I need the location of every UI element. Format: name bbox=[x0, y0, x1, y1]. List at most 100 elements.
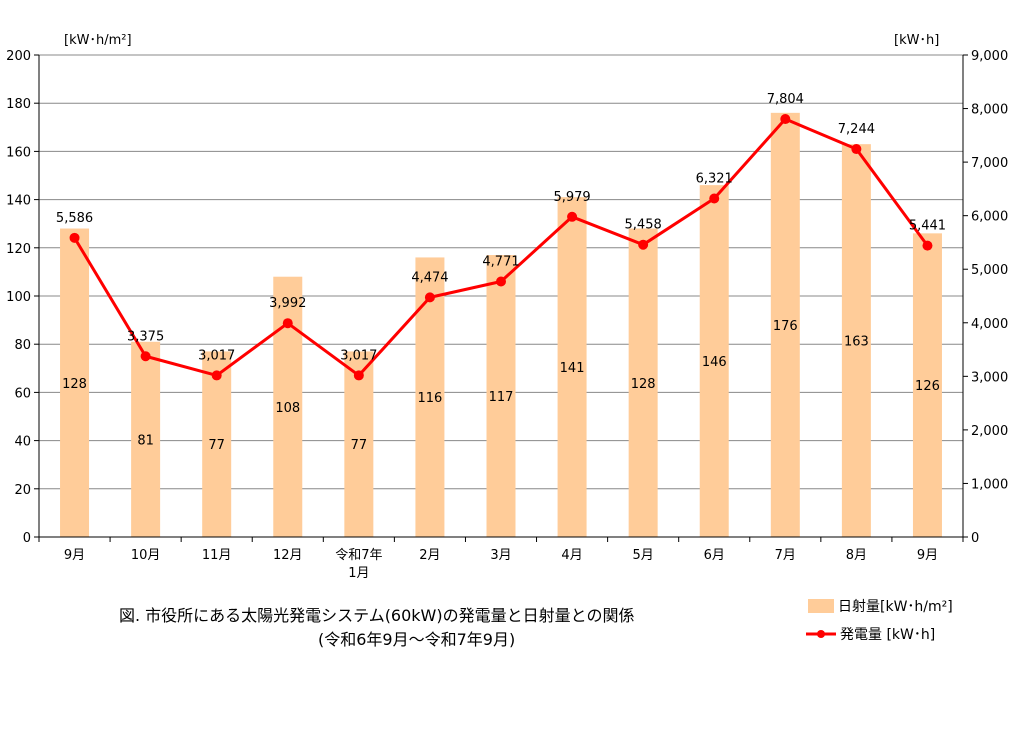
irradiance-bar-label: 117 bbox=[489, 390, 514, 405]
irradiance-bar bbox=[415, 257, 445, 537]
left-tick-label: 80 bbox=[14, 338, 31, 353]
legend-line-label: 発電量 [kW･h] bbox=[840, 627, 935, 643]
generation-point bbox=[353, 370, 364, 381]
generation-point-label: 7,244 bbox=[838, 122, 875, 137]
irradiance-bar bbox=[628, 228, 658, 537]
left-tick-label: 0 bbox=[23, 531, 31, 546]
irradiance-bar bbox=[841, 144, 871, 538]
irradiance-bar-label: 77 bbox=[208, 438, 225, 453]
left-axis-tick-labels: 0 20 40 60 80 100 120 140 160 180 200 bbox=[6, 49, 31, 546]
generation-point bbox=[282, 318, 293, 329]
irradiance-bar bbox=[557, 197, 587, 537]
right-tick-label: 0 bbox=[971, 531, 979, 546]
irradiance-bar-label: 77 bbox=[351, 438, 368, 453]
irradiance-bar bbox=[131, 341, 161, 537]
x-tick-label: 8月 bbox=[846, 548, 867, 563]
left-tick-label: 180 bbox=[6, 97, 31, 112]
generation-point-label: 4,474 bbox=[411, 270, 448, 285]
right-tick-label: 5,000 bbox=[971, 263, 1008, 278]
x-axis-tick-labels: 9月 10月 11月 12月 令和7年 1月 2月 3月 4月 5月 6月 7月 8月 9月 bbox=[64, 548, 938, 581]
left-tick-label: 120 bbox=[6, 242, 31, 257]
x-tick-label: 5月 bbox=[633, 548, 654, 563]
left-tick-label: 20 bbox=[14, 483, 31, 498]
x-tick-label: 2月 bbox=[419, 548, 440, 563]
left-tick-label: 40 bbox=[14, 435, 31, 450]
chart-caption-line2: (令和6年9月～令和7年9月) bbox=[318, 630, 515, 649]
left-tick-label: 100 bbox=[6, 290, 31, 305]
irradiance-bar-label: 128 bbox=[631, 377, 656, 392]
generation-point bbox=[780, 114, 791, 125]
generation-point bbox=[851, 144, 862, 155]
plot-axes bbox=[34, 54, 968, 542]
x-tick-label: 12月 bbox=[273, 548, 303, 563]
generation-point-label: 3,017 bbox=[340, 348, 377, 363]
generation-point bbox=[638, 239, 649, 250]
right-axis-tick-labels: 0 1,000 2,000 3,000 4,000 5,000 6,000 7,000 8,00… bbox=[971, 49, 1008, 546]
right-axis-label: [kW･h] bbox=[894, 33, 939, 48]
left-tick-label: 200 bbox=[6, 49, 31, 64]
x-tick-label: 4月 bbox=[561, 548, 582, 563]
irradiance-bar-label: 176 bbox=[773, 319, 798, 334]
left-tick-label: 160 bbox=[6, 145, 31, 160]
legend: 日射量[kW･h/m²] 発電量 [kW･h] bbox=[806, 599, 953, 643]
generation-point bbox=[140, 351, 151, 362]
chart-caption-line1: 図. 市役所にある太陽光発電システム(60kW)の発電量と日射量との関係 bbox=[119, 606, 634, 625]
irradiance-bar-label: 146 bbox=[702, 355, 727, 370]
irradiance-bar bbox=[486, 255, 516, 537]
right-tick-label: 6,000 bbox=[971, 210, 1008, 225]
right-tick-label: 7,000 bbox=[971, 156, 1008, 171]
generation-point-labels: 5,586 3,375 3,017 3,992 3,017 4,474 4,771 5,979… bbox=[56, 92, 946, 363]
generation-point bbox=[567, 211, 578, 222]
right-tick-label: 8,000 bbox=[971, 103, 1008, 118]
generation-point bbox=[496, 276, 506, 287]
irradiance-bar bbox=[699, 185, 729, 537]
generation-point-label: 3,375 bbox=[127, 329, 164, 344]
generation-point bbox=[69, 232, 80, 243]
right-tick-label: 2,000 bbox=[971, 424, 1008, 439]
x-tick-label: 10月 bbox=[131, 548, 161, 563]
right-tick-label: 1,000 bbox=[971, 477, 1008, 492]
irradiance-bar bbox=[344, 351, 374, 537]
generation-point bbox=[709, 193, 720, 204]
right-tick-label: 4,000 bbox=[971, 317, 1008, 332]
irradiance-bar-label: 163 bbox=[844, 335, 869, 350]
irradiance-bar-label: 81 bbox=[137, 433, 154, 448]
generation-line-series bbox=[69, 114, 933, 381]
x-tick-label: 11月 bbox=[202, 548, 232, 563]
x-tick-label: 6月 bbox=[704, 548, 725, 563]
left-tick-label: 60 bbox=[14, 386, 31, 401]
generation-point bbox=[211, 370, 222, 381]
irradiance-bar bbox=[912, 233, 942, 537]
irradiance-bar bbox=[770, 112, 800, 537]
x-tick-label: 9月 bbox=[917, 548, 938, 563]
legend-bar-label: 日射量[kW･h/m²] bbox=[838, 599, 953, 615]
generation-point-label: 3,017 bbox=[198, 348, 235, 363]
irradiance-bar-label: 128 bbox=[62, 377, 87, 392]
generation-point-label: 7,804 bbox=[767, 92, 804, 107]
generation-point-label: 5,586 bbox=[56, 211, 93, 226]
x-tick-label: 7月 bbox=[775, 548, 796, 563]
irradiance-bar-labels: 128 81 77 108 77 116 117 141 128 146 176 163 126 bbox=[62, 319, 940, 453]
x-tick-label: 3月 bbox=[490, 548, 511, 563]
right-tick-label: 3,000 bbox=[971, 370, 1008, 385]
generation-point-label: 3,992 bbox=[269, 296, 306, 311]
generation-point-label: 5,441 bbox=[909, 219, 946, 234]
irradiance-bars bbox=[60, 112, 942, 538]
x-tick-label: 令和7年 1月 bbox=[335, 548, 382, 581]
irradiance-bar-label: 126 bbox=[915, 379, 940, 394]
irradiance-bar-label: 116 bbox=[418, 391, 443, 406]
generation-point-label: 5,458 bbox=[625, 218, 662, 233]
irradiance-bar-label: 141 bbox=[560, 361, 585, 376]
x-tick-label: 9月 bbox=[64, 548, 85, 563]
generation-point-label: 6,321 bbox=[696, 171, 733, 186]
generation-point-label: 5,979 bbox=[553, 190, 590, 205]
generation-point bbox=[922, 240, 933, 251]
irradiance-bar bbox=[202, 351, 232, 537]
left-tick-label: 140 bbox=[6, 194, 31, 209]
legend-bar-swatch bbox=[808, 599, 834, 613]
legend-line-marker bbox=[817, 630, 825, 638]
left-axis-label: [kW･h/m²] bbox=[64, 33, 132, 48]
generation-point bbox=[424, 292, 435, 303]
generation-point-label: 4,771 bbox=[482, 254, 519, 269]
